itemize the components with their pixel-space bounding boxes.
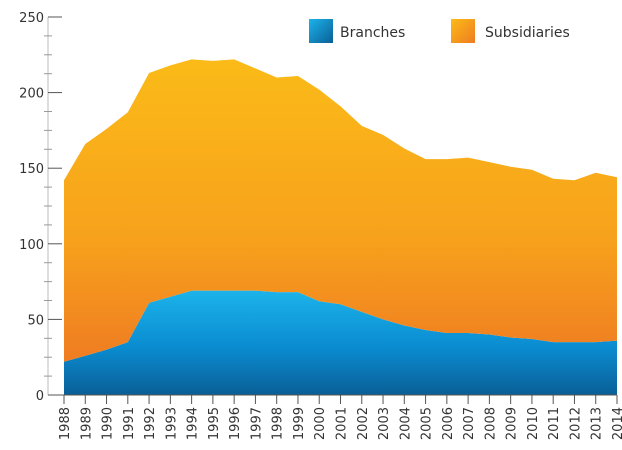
x-tick-label: 2007 [462, 407, 477, 440]
legend-label-subsidiaries: Subsidiaries [485, 25, 570, 41]
y-tick-label: 150 [19, 162, 44, 177]
x-tick-label: 1996 [228, 407, 243, 440]
x-tick-label: 1992 [143, 407, 158, 440]
y-tick-label: 100 [19, 238, 44, 253]
x-tick-label: 1989 [79, 407, 94, 440]
y-tick-label: 200 [19, 87, 44, 102]
x-tick-label: 1997 [249, 407, 264, 440]
x-tick-label: 1990 [101, 407, 116, 440]
x-tick-label: 2011 [547, 407, 562, 440]
x-tick-label: 2010 [526, 407, 541, 440]
x-tick-label: 1988 [58, 407, 73, 440]
area-subsidiaries [64, 59, 617, 362]
x-tick-label: 2014 [611, 407, 622, 440]
y-tick-label: 250 [19, 11, 44, 26]
x-tick-label: 1991 [122, 407, 137, 440]
x-tick-label: 2002 [356, 407, 371, 440]
x-tick-label: 1993 [164, 407, 179, 440]
legend-label-branches: Branches [340, 25, 405, 41]
x-tick-label: 2009 [505, 407, 520, 440]
x-tick-label: 2012 [568, 407, 583, 440]
x-tick-label: 1995 [207, 407, 222, 440]
area-branches [64, 290, 617, 395]
x-tick-label: 2004 [398, 407, 413, 440]
x-tick-label: 2013 [590, 407, 605, 440]
x-tick-label: 1998 [271, 407, 286, 440]
y-tick-label: 0 [36, 389, 44, 404]
x-tick-label: 2006 [441, 407, 456, 440]
x-tick-label: 1999 [292, 407, 307, 440]
x-tick-label: 2005 [420, 407, 435, 440]
y-tick-label: 50 [27, 313, 44, 328]
legend-swatch-branches [309, 19, 333, 43]
x-tick-label: 2003 [377, 407, 392, 440]
x-tick-label: 2001 [335, 407, 350, 440]
legend-swatch-subsidiaries [451, 19, 475, 43]
x-tick-label: 2000 [313, 407, 328, 440]
x-tick-label: 1994 [186, 407, 201, 440]
x-tick-label: 2008 [483, 407, 498, 440]
